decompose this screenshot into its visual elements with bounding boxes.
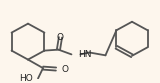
Text: HN: HN xyxy=(78,50,92,59)
Text: O: O xyxy=(57,33,64,42)
Text: HO: HO xyxy=(19,74,33,83)
Text: O: O xyxy=(61,65,68,74)
